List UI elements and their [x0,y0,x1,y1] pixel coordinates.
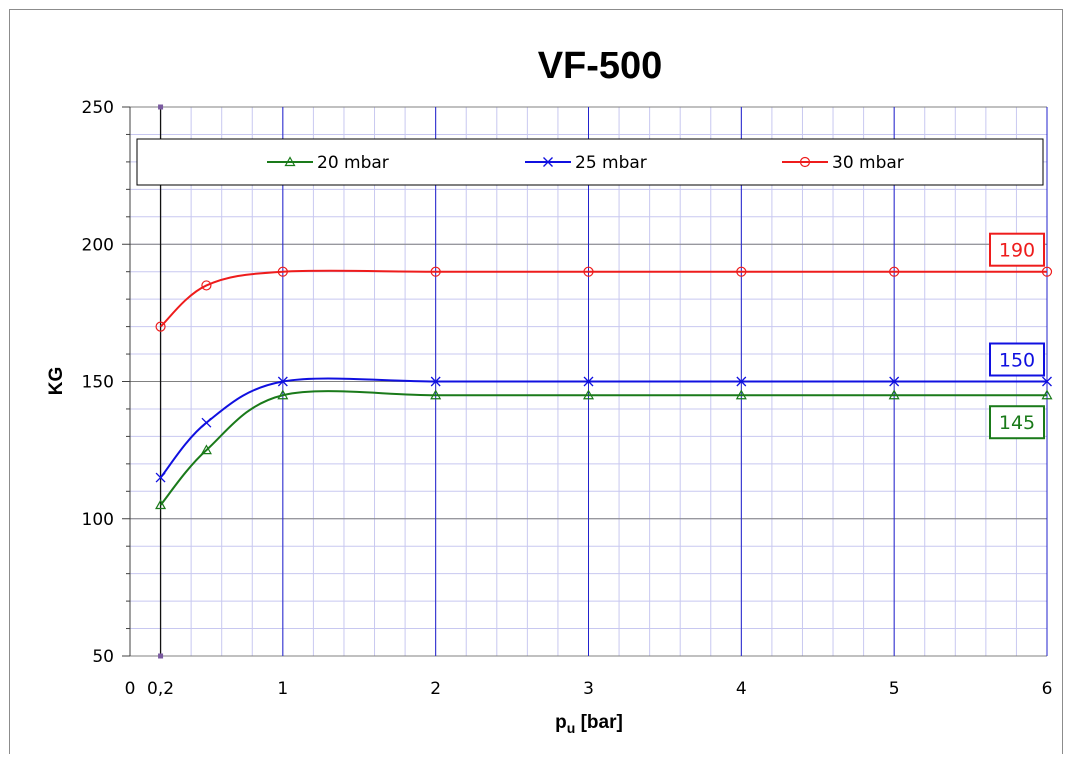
data-point [1041,389,1053,400]
series-line [159,377,1047,479]
x-axis-label-sub: u [567,720,576,736]
series-layer [155,266,1053,510]
data-point [155,472,166,483]
legend-label: 20 mbar [317,153,389,173]
x-tick-label: 6 [1042,679,1053,699]
end-label-text: 190 [999,240,1035,262]
y-tick-label: 250 [82,98,114,118]
data-point [736,376,747,387]
end-label-text: 150 [999,350,1035,372]
x-tick-label: 3 [583,679,594,699]
legend-marker [543,157,553,167]
legend: 20 mbar 25 mbar 30 mbar [136,138,1044,186]
end-label: 145 [989,405,1045,440]
legend-marker [799,156,811,168]
legend-item: 20 mbar [267,153,389,173]
tick-labels: 50 100 150 200 250 0 0,2 1 2 3 4 5 6 [82,98,1053,699]
legend-label: 30 mbar [832,153,904,173]
series-line [159,390,1047,506]
data-point [155,321,166,332]
x-axis-label-unit: [bar] [575,712,623,733]
y-tick-label: 200 [82,235,114,255]
end-label: 190 [989,232,1045,267]
series-25-mbar [155,376,1052,483]
end-labels: 145 150 190 [989,232,1045,440]
x-tick-label: 5 [889,679,900,699]
end-label: 150 [989,342,1045,377]
data-point [583,266,594,277]
data-point [430,266,441,277]
data-point [583,376,594,387]
x-tick-label: 1 [277,679,288,699]
end-label-box [989,232,1045,267]
x-axis-label: pu [bar] [555,712,623,736]
data-point [582,389,595,400]
end-label-text: 145 [999,412,1035,434]
end-label-box [989,342,1045,377]
data-point [430,389,442,400]
chart-frame [9,9,1063,754]
series-line [159,269,1047,328]
series-30-mbar [155,266,1053,332]
x-tick-label: 2 [430,679,441,699]
legend-item: 30 mbar [782,153,904,173]
axes [122,104,164,659]
chart-title: VF-500 [538,45,663,87]
data-point [889,266,900,277]
legend-label: 25 mbar [575,153,647,173]
data-point [200,444,212,455]
data-point [277,266,288,277]
data-point [277,376,288,387]
data-point [736,266,747,277]
data-point [889,376,900,387]
data-point [888,389,900,400]
data-point [1041,266,1053,277]
y-tick-label: 100 [82,510,114,530]
legend-item: 25 mbar [525,153,647,173]
data-point [201,417,212,428]
y-tick-label: 50 [92,647,114,667]
data-point [201,280,212,291]
y-axis-label: KG [46,367,67,396]
data-point [430,376,441,387]
y-tick-label: 150 [82,373,114,393]
reference-marker-top [158,104,164,110]
data-point [1042,376,1052,387]
legend-marker [284,156,296,167]
data-point [277,389,289,400]
data-point [155,499,167,510]
x-tick-label: 0,2 [147,679,174,699]
end-label-box [989,405,1045,440]
x-axis-label-main: p [555,712,567,733]
x-tick-label: 0 [125,679,136,699]
reference-marker-bottom [158,653,164,659]
series-20-mbar [155,389,1053,510]
data-point [735,389,747,400]
x-tick-label: 4 [736,679,747,699]
